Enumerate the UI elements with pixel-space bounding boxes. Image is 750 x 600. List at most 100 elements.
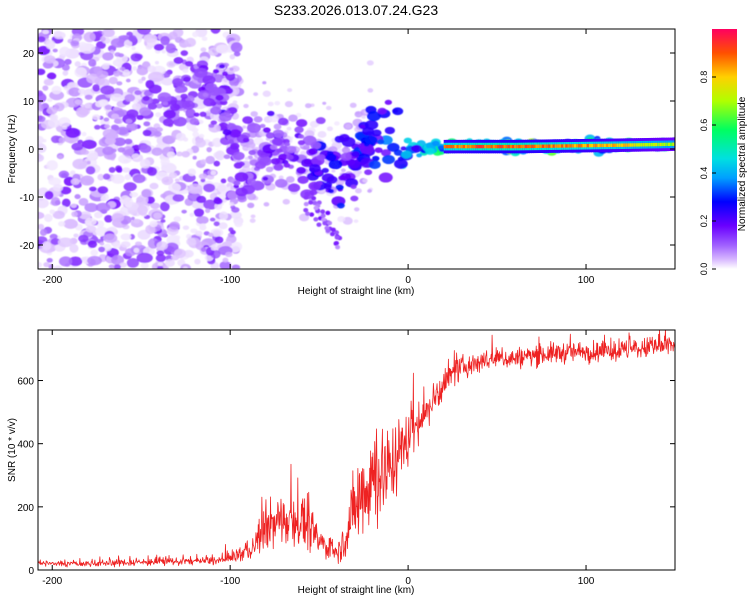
stable-band-core	[657, 142, 661, 147]
spectrogram-noise-blob	[213, 197, 223, 205]
spectrogram-ridge-blob	[287, 183, 301, 193]
stable-band-core	[471, 144, 475, 149]
spectrogram-noise-blob	[208, 232, 214, 238]
spectrogram-noise-blob	[218, 122, 229, 131]
spectrogram-noise-blob	[174, 178, 180, 183]
spectrogram-noise-blob	[154, 60, 160, 65]
spectrogram-ridge-blob	[229, 129, 242, 138]
spectrogram-noise-blob	[136, 66, 149, 76]
spectrogram-ridge-blob	[116, 126, 129, 136]
spectrogram-noise-blob	[58, 221, 66, 227]
spectrogram-noise-blob	[137, 29, 151, 35]
spectrogram-noise-blob	[200, 178, 206, 183]
spectrogram-noise-blob	[174, 248, 186, 259]
spectrogram-ridge-blob	[387, 142, 400, 152]
spectrogram-haze-blob	[305, 103, 312, 109]
spectrogram-ridge-blob	[259, 123, 266, 129]
spectrogram-ridge-blob	[111, 124, 120, 131]
stable-band-core	[499, 144, 503, 149]
stable-band-core	[512, 144, 516, 149]
spectrogram-noise-blob	[90, 249, 99, 256]
spectrogram-noise-blob	[61, 198, 71, 208]
stable-band-core	[529, 144, 533, 149]
spectrogram-haze-blob	[274, 100, 281, 106]
spectrogram-ridge-blob	[162, 101, 169, 106]
spectrogram-ridge-blob	[202, 75, 216, 85]
spectrogram-noise-blob	[107, 226, 117, 233]
spectrogram-ridge-blob	[213, 69, 220, 74]
spectrogram-ridge-blob	[377, 139, 385, 145]
spectrogram-ridge-blob	[384, 99, 393, 105]
spectrogram-ridge-blob	[238, 161, 245, 167]
spectrogram-noise-blob	[145, 224, 156, 235]
stable-band-core	[546, 144, 550, 148]
spectrogram-noise-blob	[42, 241, 52, 251]
spectrogram-ridge-blob	[359, 124, 366, 129]
spectrogram-haze-blob	[244, 157, 249, 161]
stable-band-core	[494, 144, 498, 149]
stable-band-core	[488, 144, 492, 149]
spectrogram-ridge-blob	[184, 60, 194, 67]
spectrogram-noise-blob	[80, 256, 87, 261]
stable-band-core	[533, 144, 537, 149]
stable-band-core	[608, 143, 612, 148]
stable-band-core	[490, 144, 494, 149]
spectrogram-noise-blob	[196, 195, 207, 204]
spectrogram-noise-blob	[157, 262, 164, 267]
spectrogram-ridge-blob	[246, 122, 261, 133]
spectrogram-ridge-blob	[286, 154, 294, 160]
spectrogram-ridge-blob	[139, 107, 152, 116]
spectrogram-noise-blob	[198, 133, 205, 139]
spectrogram-haze-blob	[263, 202, 270, 207]
spectrogram-ridge-blob	[174, 86, 184, 94]
spectrogram-branch-blob	[316, 222, 322, 227]
spectrogram-branch-blob	[309, 212, 315, 217]
spectrogram-x-tick-label: -100	[220, 275, 240, 286]
spectrogram-noise-blob	[84, 217, 97, 226]
spectrogram-ridge-blob	[400, 150, 413, 159]
spectrogram-ridge-blob	[148, 84, 162, 94]
stable-band-core	[571, 144, 575, 148]
spectrogram-noise-blob	[38, 68, 46, 76]
spectrogram-ridge-blob	[113, 118, 122, 124]
spectrogram-ridge-blob	[235, 187, 248, 197]
spectrogram-branch-blob	[316, 200, 322, 205]
spectrogram-ridge-blob	[265, 132, 275, 139]
spectrogram-haze-blob	[262, 90, 271, 97]
spectrogram-noise-blob	[64, 58, 72, 65]
spectrogram-noise-blob	[52, 184, 63, 192]
stable-band-core	[554, 144, 558, 148]
stable-band-core	[605, 143, 609, 148]
spectrogram-noise-blob	[86, 160, 91, 165]
spectrogram-noise-blob	[185, 108, 196, 119]
spectrogram-ridge-blob	[326, 175, 338, 184]
spectrogram-y-ticks: -20 -10 0 10 20	[20, 49, 675, 252]
spectrogram-ridge-blob	[248, 149, 256, 156]
spectrogram-noise-blob	[100, 85, 115, 95]
stable-band-core	[509, 144, 513, 149]
snr-frame	[37, 329, 676, 571]
stable-band-core	[655, 142, 659, 147]
spectrogram-noise-blob	[130, 53, 142, 62]
spectrogram-noise-blob	[84, 202, 99, 213]
stable-band-core	[663, 142, 667, 147]
spectrogram-noise-blob	[195, 138, 206, 148]
spectrogram-noise-blob	[122, 167, 131, 173]
spectrogram-noise-blob	[72, 158, 88, 170]
spectrogram-noise-blob	[44, 190, 54, 200]
stable-band-core	[492, 144, 496, 149]
spectrogram-noise-blob	[59, 46, 71, 57]
spectrogram-noise-blob	[136, 252, 153, 264]
spectrogram-noise-blob	[160, 219, 166, 223]
spectrogram-haze-blob	[340, 168, 346, 173]
spectrogram-ridge-blob	[378, 172, 393, 183]
spectrogram-ridge-blob	[283, 162, 291, 168]
spectrogram-ridge-blob	[286, 145, 297, 154]
spectrogram-y-tick-label: 0	[28, 145, 34, 156]
spectrogram-noise-blob	[107, 45, 117, 52]
spectrogram-noise-blob	[112, 59, 124, 67]
spectrogram-ridge-blob	[340, 152, 352, 161]
spectrogram-noise-blob	[165, 43, 177, 54]
spectrogram-haze-blob	[247, 202, 255, 209]
stable-band-core	[477, 144, 481, 149]
